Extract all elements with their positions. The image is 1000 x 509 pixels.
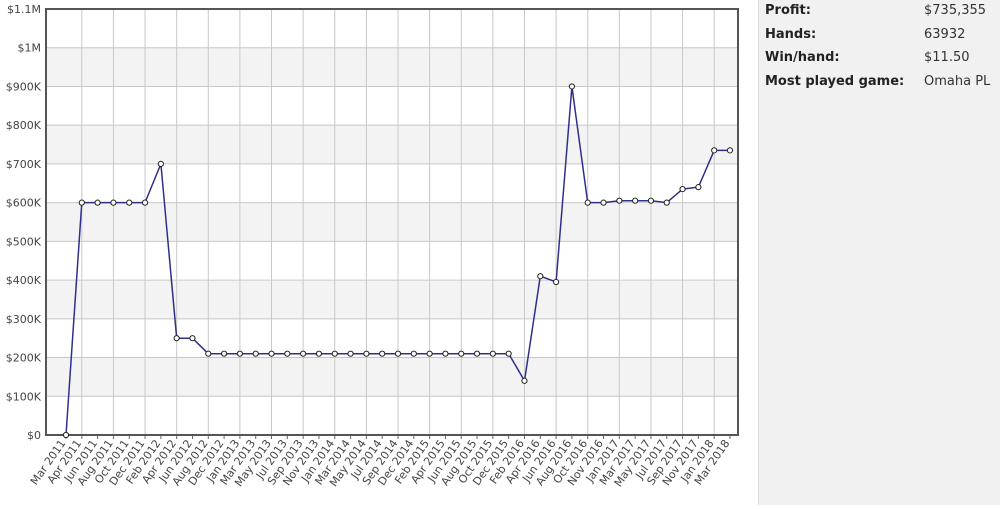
y-tick-label: $500K bbox=[6, 235, 42, 248]
data-point bbox=[141, 199, 149, 206]
data-point bbox=[173, 335, 180, 342]
data-point bbox=[616, 197, 623, 204]
grid-band bbox=[46, 280, 738, 319]
data-point bbox=[410, 350, 417, 357]
stat-value: 63932 bbox=[924, 26, 966, 42]
data-point bbox=[347, 350, 354, 357]
data-point bbox=[236, 350, 244, 357]
data-point bbox=[679, 185, 686, 193]
data-point bbox=[505, 350, 512, 357]
data-point bbox=[489, 350, 496, 357]
y-tick-label: $1M bbox=[18, 42, 42, 55]
data-point bbox=[331, 350, 338, 357]
data-point bbox=[426, 350, 433, 357]
y-tick-label: $700K bbox=[6, 158, 42, 171]
stat-value: $735,355 bbox=[924, 3, 987, 18]
data-point bbox=[473, 350, 481, 357]
data-point bbox=[584, 199, 591, 206]
stat-value: $11.50 bbox=[924, 50, 970, 65]
data-point bbox=[78, 199, 85, 206]
data-point bbox=[110, 199, 117, 206]
data-point bbox=[284, 350, 291, 357]
data-point bbox=[189, 335, 196, 342]
data-point bbox=[726, 147, 734, 154]
data-point bbox=[62, 431, 70, 439]
grid-band bbox=[46, 357, 738, 397]
data-point bbox=[537, 273, 544, 280]
data-point bbox=[394, 350, 402, 357]
data-point bbox=[220, 350, 228, 357]
y-tick-label: $900K bbox=[6, 80, 42, 93]
chart: $0 $100K $200K $300K $400K $500K $600K $700K $80… bbox=[6, 3, 739, 489]
data-point bbox=[632, 197, 639, 204]
data-point bbox=[458, 350, 465, 357]
data-point bbox=[157, 160, 164, 168]
data-point bbox=[521, 377, 528, 384]
stats-panel: Profit: $735,355 Hands: 63932 Win/hand: $11.5… bbox=[758, 0, 1000, 505]
data-point bbox=[442, 350, 449, 357]
data-point bbox=[205, 350, 212, 357]
data-point bbox=[252, 350, 259, 357]
stat-label: Most played game: bbox=[765, 73, 905, 89]
y-tick-label: $100K bbox=[6, 390, 42, 403]
data-point bbox=[315, 350, 323, 357]
data-point bbox=[126, 199, 133, 206]
data-point bbox=[600, 199, 607, 206]
y-tick-label: $300K bbox=[6, 313, 42, 326]
data-point bbox=[711, 147, 718, 154]
data-point bbox=[663, 199, 670, 206]
data-point bbox=[379, 350, 386, 357]
stat-value: Omaha PL bbox=[924, 73, 991, 89]
data-point bbox=[695, 184, 702, 191]
data-point bbox=[568, 83, 576, 90]
y-tick-label: $0 bbox=[27, 429, 41, 442]
y-tick-label: $800K bbox=[6, 119, 42, 132]
stat-label: Profit: bbox=[765, 3, 811, 18]
grid-band bbox=[46, 47, 738, 87]
y-tick-label: $600K bbox=[6, 197, 42, 210]
stat-label: Win/hand: bbox=[765, 50, 840, 65]
y-tick-label: $400K bbox=[6, 274, 42, 287]
y-tick-label: $1.1M bbox=[7, 3, 41, 16]
data-point bbox=[268, 350, 275, 357]
data-point bbox=[300, 350, 307, 357]
data-point bbox=[552, 278, 560, 286]
data-point bbox=[94, 199, 101, 206]
data-point bbox=[647, 197, 655, 204]
y-tick-label: $200K bbox=[6, 352, 42, 365]
plot-frame bbox=[45, 8, 739, 436]
grid-band bbox=[46, 202, 738, 242]
data-point bbox=[363, 350, 370, 357]
stat-label: Hands: bbox=[765, 26, 817, 42]
grid-band bbox=[46, 125, 738, 164]
